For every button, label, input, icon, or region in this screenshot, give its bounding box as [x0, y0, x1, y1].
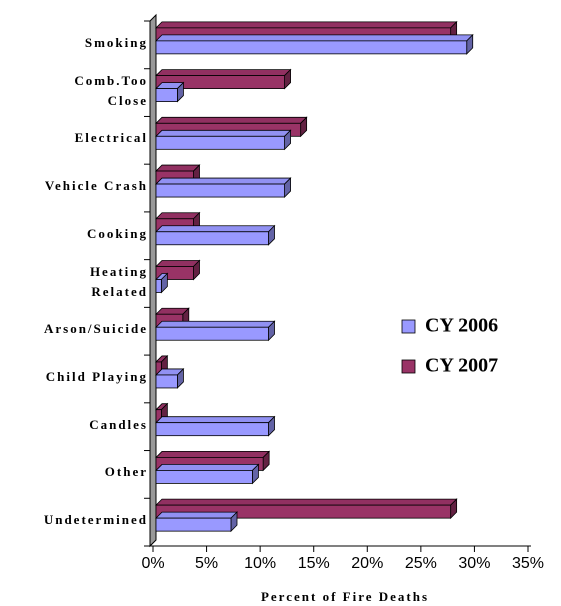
- y-tick-label: Cooking: [87, 225, 148, 241]
- bar: [155, 183, 285, 198]
- bar: [155, 279, 162, 293]
- back-wall: [149, 13, 157, 548]
- x-tick-label: 30%: [458, 555, 490, 572]
- bar-top: [155, 225, 276, 233]
- legend-swatch: [401, 359, 416, 374]
- bar-top: [155, 116, 308, 124]
- legend-label: CY 2006: [425, 315, 498, 337]
- bar: [155, 422, 269, 437]
- bar-top: [155, 320, 276, 328]
- y-tick-label: Other: [104, 464, 148, 480]
- y-tick-label: Vehicle Crash: [44, 178, 148, 194]
- x-tick-label: 0%: [141, 555, 164, 572]
- y-tick-label: Child Playing: [45, 368, 148, 384]
- bar: [155, 326, 269, 341]
- legend-swatch: [401, 319, 416, 334]
- bar: [155, 517, 232, 532]
- bar-top: [155, 212, 201, 220]
- bar: [155, 75, 285, 89]
- bar-top: [155, 164, 201, 172]
- x-tick-label: 25%: [405, 555, 437, 572]
- y-tick-label: Arson/Suicide: [43, 321, 148, 337]
- bar-top: [155, 129, 292, 137]
- bar: [155, 88, 178, 102]
- x-tick-label: 15%: [298, 555, 330, 572]
- bar-top: [155, 511, 238, 519]
- x-tick-label: 10%: [244, 555, 276, 572]
- y-tick-label: Candles: [89, 416, 148, 432]
- bar-top: [155, 416, 276, 424]
- legend-label: CY 2007: [425, 355, 498, 377]
- bar-top: [155, 177, 292, 185]
- y-tick-label: Electrical: [74, 130, 148, 146]
- bar-top: [155, 260, 201, 267]
- bar: [155, 135, 285, 150]
- bar-top: [155, 34, 474, 42]
- bar: [155, 470, 253, 484]
- bar: [155, 231, 269, 246]
- bar: [155, 374, 178, 389]
- y-tick-label: Undetermined: [43, 512, 148, 528]
- x-axis-label: Percent of Fire Deaths: [261, 589, 429, 604]
- bar-top: [155, 69, 292, 76]
- x-tick-label: 20%: [351, 555, 383, 572]
- y-tick-label: Smoking: [84, 34, 148, 50]
- x-tick-label: 35%: [512, 555, 544, 572]
- y-tick-label: Heating Related: [89, 263, 148, 299]
- x-tick-label: 5%: [195, 555, 218, 572]
- bar-top: [155, 464, 260, 471]
- bar-top: [155, 498, 458, 506]
- bar-top: [155, 21, 458, 29]
- bar-top: [155, 451, 271, 458]
- y-tick-label: Comb.Too Close: [74, 72, 148, 108]
- bar: [155, 40, 468, 55]
